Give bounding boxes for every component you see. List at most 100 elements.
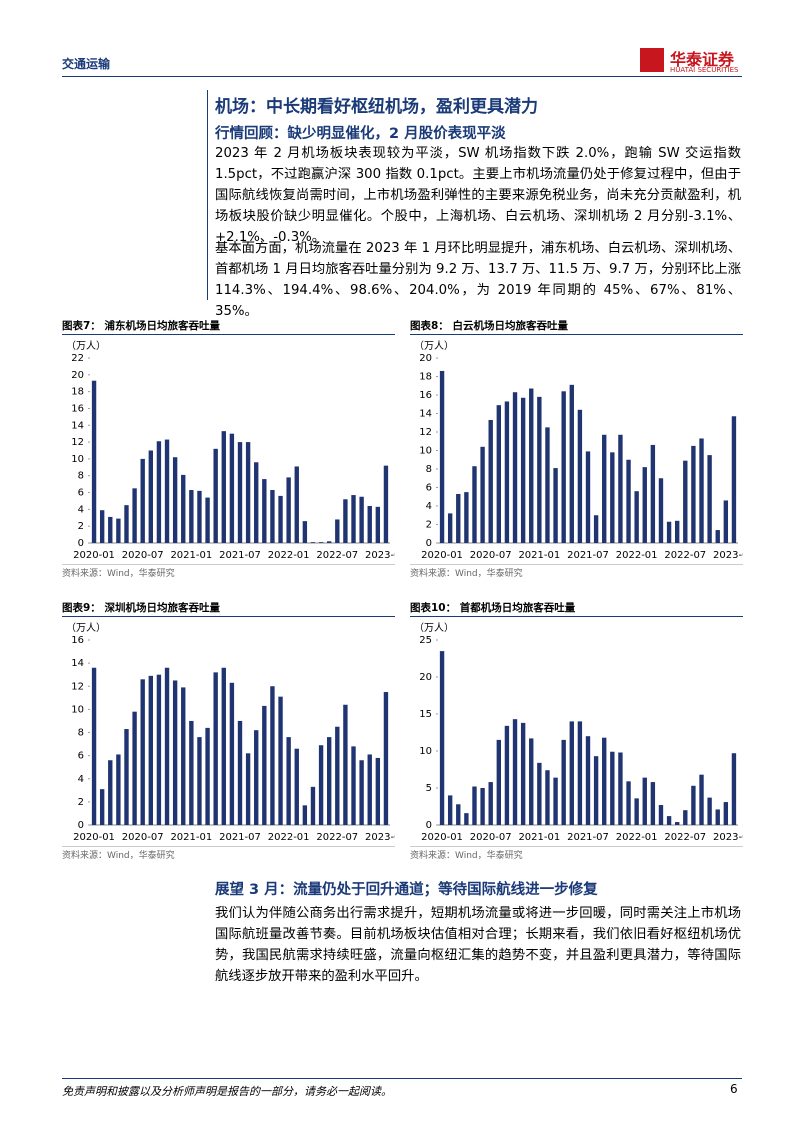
bar bbox=[99, 789, 105, 825]
bar bbox=[310, 542, 316, 543]
bar bbox=[91, 667, 97, 825]
bar bbox=[205, 497, 210, 543]
disclaimer: 免责声明和披露以及分析师声明是报告的一部分，请务必一起阅读。 bbox=[62, 1085, 392, 1098]
bar bbox=[254, 462, 259, 543]
bar bbox=[318, 745, 324, 825]
bar bbox=[359, 760, 364, 825]
bar bbox=[529, 388, 534, 543]
bar bbox=[723, 500, 729, 543]
bar bbox=[124, 505, 129, 543]
bar bbox=[294, 748, 299, 825]
y-tick-label: 10 bbox=[419, 446, 432, 457]
brand-en: HUATAI SECURITIES bbox=[670, 66, 739, 74]
x-tick-label: 2021-07 bbox=[567, 832, 609, 843]
bar bbox=[164, 439, 170, 543]
x-tick-label: 2022-07 bbox=[664, 832, 706, 843]
bar bbox=[699, 774, 704, 825]
bar bbox=[488, 419, 493, 543]
bar bbox=[642, 467, 647, 543]
figure-source: 资料来源：Wind，华泰研究 bbox=[62, 851, 175, 861]
y-tick-label: 0 bbox=[78, 820, 84, 831]
chart: （万人） 0 5 10 15 20 25 2020-01 2020-07 2021-01 2021-… bbox=[414, 622, 743, 843]
bar bbox=[221, 667, 226, 825]
bar bbox=[229, 433, 235, 543]
source-rule bbox=[410, 846, 743, 847]
y-tick-label: 14 bbox=[71, 658, 84, 669]
x-tick-label: 2023-01 bbox=[713, 550, 743, 561]
y-tick-label: 0 bbox=[426, 538, 432, 549]
bar bbox=[164, 667, 170, 825]
bar bbox=[181, 687, 186, 825]
figure-rule bbox=[62, 616, 395, 617]
column-rule bbox=[207, 90, 208, 300]
y-tick-label: 18 bbox=[419, 372, 432, 383]
x-tick-label: 2021-07 bbox=[219, 550, 261, 561]
x-tick-label: 2020-07 bbox=[470, 550, 512, 561]
subheading: 行情回顾：缺少明显催化，2 月股价表现平淡 bbox=[215, 126, 506, 142]
bar bbox=[302, 805, 308, 825]
bar bbox=[213, 448, 218, 543]
bar bbox=[699, 438, 704, 543]
y-tick-label: 6 bbox=[78, 488, 84, 499]
bar bbox=[610, 751, 615, 825]
bar bbox=[221, 431, 226, 543]
bar bbox=[520, 722, 526, 825]
bar bbox=[270, 490, 275, 543]
y-tick-label: 14 bbox=[419, 409, 432, 420]
footer-rule bbox=[62, 1078, 742, 1079]
bar bbox=[375, 506, 381, 543]
y-tick-label: 8 bbox=[78, 471, 84, 482]
bar bbox=[343, 499, 348, 543]
bar bbox=[197, 490, 202, 543]
page-number: 6 bbox=[730, 1082, 738, 1096]
y-axis-label: （万人） bbox=[66, 622, 106, 634]
y-tick-label: 25 bbox=[419, 635, 432, 646]
bar bbox=[278, 696, 283, 825]
bar bbox=[683, 460, 688, 543]
bar bbox=[618, 752, 623, 825]
chart: （万人） 0 2 4 6 8 10 12 14 16 18 20 2020-01 2020-07 2021-… bbox=[414, 340, 743, 561]
bar bbox=[610, 452, 615, 543]
bar bbox=[318, 542, 324, 543]
x-tick-label: 2022-07 bbox=[664, 550, 706, 561]
bar bbox=[294, 466, 299, 543]
bar bbox=[561, 391, 566, 543]
bar bbox=[577, 409, 583, 543]
bar bbox=[707, 797, 712, 825]
bar bbox=[156, 441, 162, 543]
bar bbox=[512, 392, 518, 543]
bar bbox=[464, 813, 469, 825]
bar bbox=[447, 513, 453, 543]
y-tick-label: 6 bbox=[78, 751, 84, 762]
bar bbox=[237, 442, 243, 543]
subheading: 展望 3 月：流量仍处于回升通道；等待国际航线进一步修复 bbox=[215, 882, 598, 898]
bar bbox=[520, 397, 526, 543]
y-tick-label: 4 bbox=[78, 504, 84, 515]
bar bbox=[618, 434, 623, 543]
figure-title: 图表10： 首都机场日均旅客吞吐量 bbox=[410, 602, 576, 614]
y-tick-label: 20 bbox=[419, 672, 432, 683]
bar bbox=[569, 721, 574, 825]
bar bbox=[189, 490, 194, 543]
x-tick-label: 2023-01 bbox=[713, 832, 743, 843]
x-tick-label: 2021-01 bbox=[518, 550, 560, 561]
bar bbox=[197, 737, 202, 825]
bar bbox=[262, 705, 267, 825]
bar bbox=[278, 495, 283, 543]
bar bbox=[383, 692, 389, 825]
bar bbox=[456, 493, 461, 543]
figure-title: 图表9： 深圳机场日均旅客吞吐量 bbox=[62, 602, 220, 614]
y-tick-label: 12 bbox=[419, 427, 432, 438]
bar bbox=[634, 798, 639, 825]
bar bbox=[715, 530, 720, 543]
x-tick-label: 2022-01 bbox=[616, 550, 658, 561]
bar bbox=[351, 746, 356, 825]
bar bbox=[447, 795, 453, 825]
bar bbox=[602, 737, 607, 825]
logo-icon bbox=[640, 48, 664, 72]
x-tick-label: 2023-01 bbox=[365, 832, 395, 843]
bar bbox=[666, 816, 672, 825]
y-tick-label: 4 bbox=[426, 501, 432, 512]
bar bbox=[731, 753, 737, 825]
